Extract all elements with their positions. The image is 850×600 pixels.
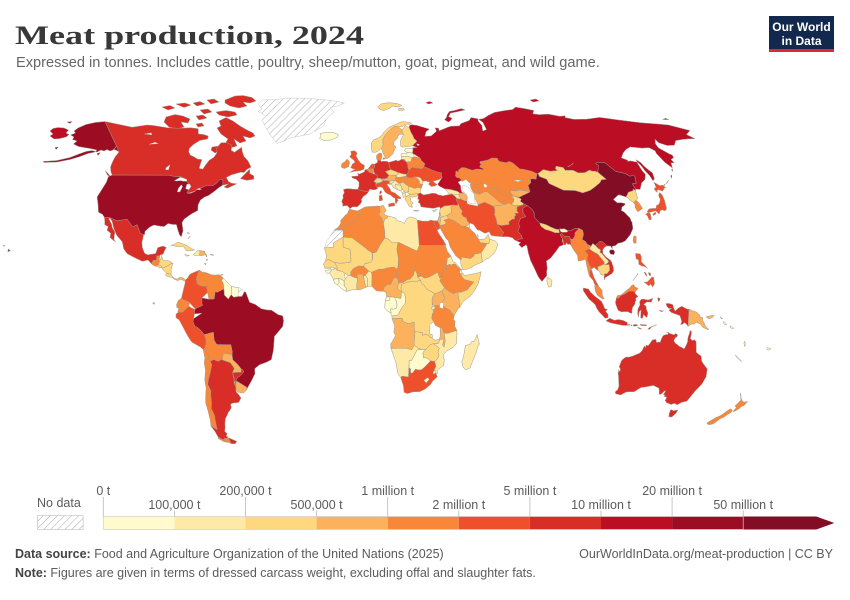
svg-text:50 million t: 50 million t xyxy=(713,498,773,512)
svg-text:Expressed in tonnes. Includes: Expressed in tonnes. Includes cattle, po… xyxy=(16,55,600,71)
svg-text:Data source: Food and Agricult: Data source: Food and Agriculture Organi… xyxy=(15,547,444,561)
svg-text:20 million t: 20 million t xyxy=(642,484,702,498)
svg-text:in Data: in Data xyxy=(781,34,821,48)
svg-text:100,000 t: 100,000 t xyxy=(148,498,201,512)
svg-text:10 million t: 10 million t xyxy=(571,498,631,512)
svg-text:500,000 t: 500,000 t xyxy=(291,498,344,512)
svg-text:No data: No data xyxy=(37,496,81,510)
svg-text:2 million t: 2 million t xyxy=(432,498,485,512)
svg-text:Note: Figures are given in ter: Note: Figures are given in terms of dres… xyxy=(15,566,536,580)
svg-text:Meat production, 2024: Meat production, 2024 xyxy=(15,21,364,50)
svg-text:0 t: 0 t xyxy=(96,484,110,498)
svg-text:OurWorldInData.org/meat-produc: OurWorldInData.org/meat-production | CC … xyxy=(579,547,833,561)
svg-text:1 million t: 1 million t xyxy=(361,484,414,498)
svg-text:200,000 t: 200,000 t xyxy=(219,484,272,498)
svg-text:Our World: Our World xyxy=(772,20,830,34)
svg-text:5 million t: 5 million t xyxy=(504,484,557,498)
